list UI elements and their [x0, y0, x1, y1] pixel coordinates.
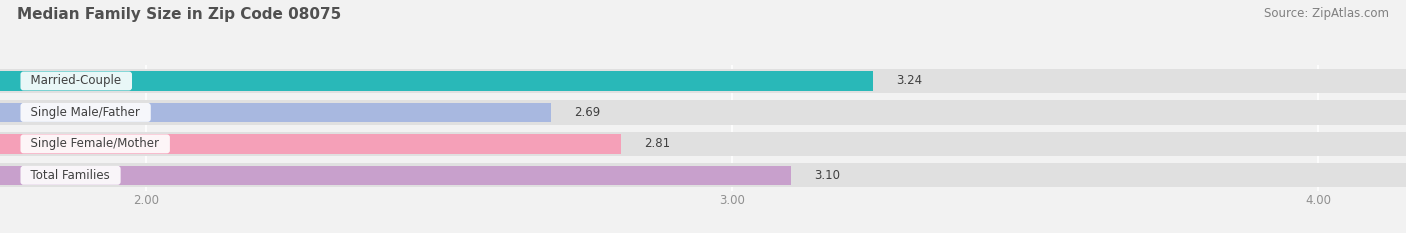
Bar: [0, 132, 1406, 156]
Text: 3.24: 3.24: [897, 75, 922, 87]
Text: 2.69: 2.69: [574, 106, 600, 119]
Bar: [0, 163, 1406, 187]
Text: Single Female/Mother: Single Female/Mother: [24, 137, 167, 150]
Bar: [0, 103, 551, 122]
Text: 2.81: 2.81: [644, 137, 671, 150]
Text: Source: ZipAtlas.com: Source: ZipAtlas.com: [1264, 7, 1389, 20]
Bar: [0, 134, 621, 154]
Bar: [0, 166, 790, 185]
Bar: [0, 69, 1406, 93]
Bar: [0, 71, 873, 91]
Text: 3.10: 3.10: [814, 169, 841, 182]
Text: Total Families: Total Families: [24, 169, 118, 182]
Bar: [0, 100, 1406, 124]
Text: Married-Couple: Married-Couple: [24, 75, 129, 87]
Text: Single Male/Father: Single Male/Father: [24, 106, 148, 119]
Text: Median Family Size in Zip Code 08075: Median Family Size in Zip Code 08075: [17, 7, 342, 22]
